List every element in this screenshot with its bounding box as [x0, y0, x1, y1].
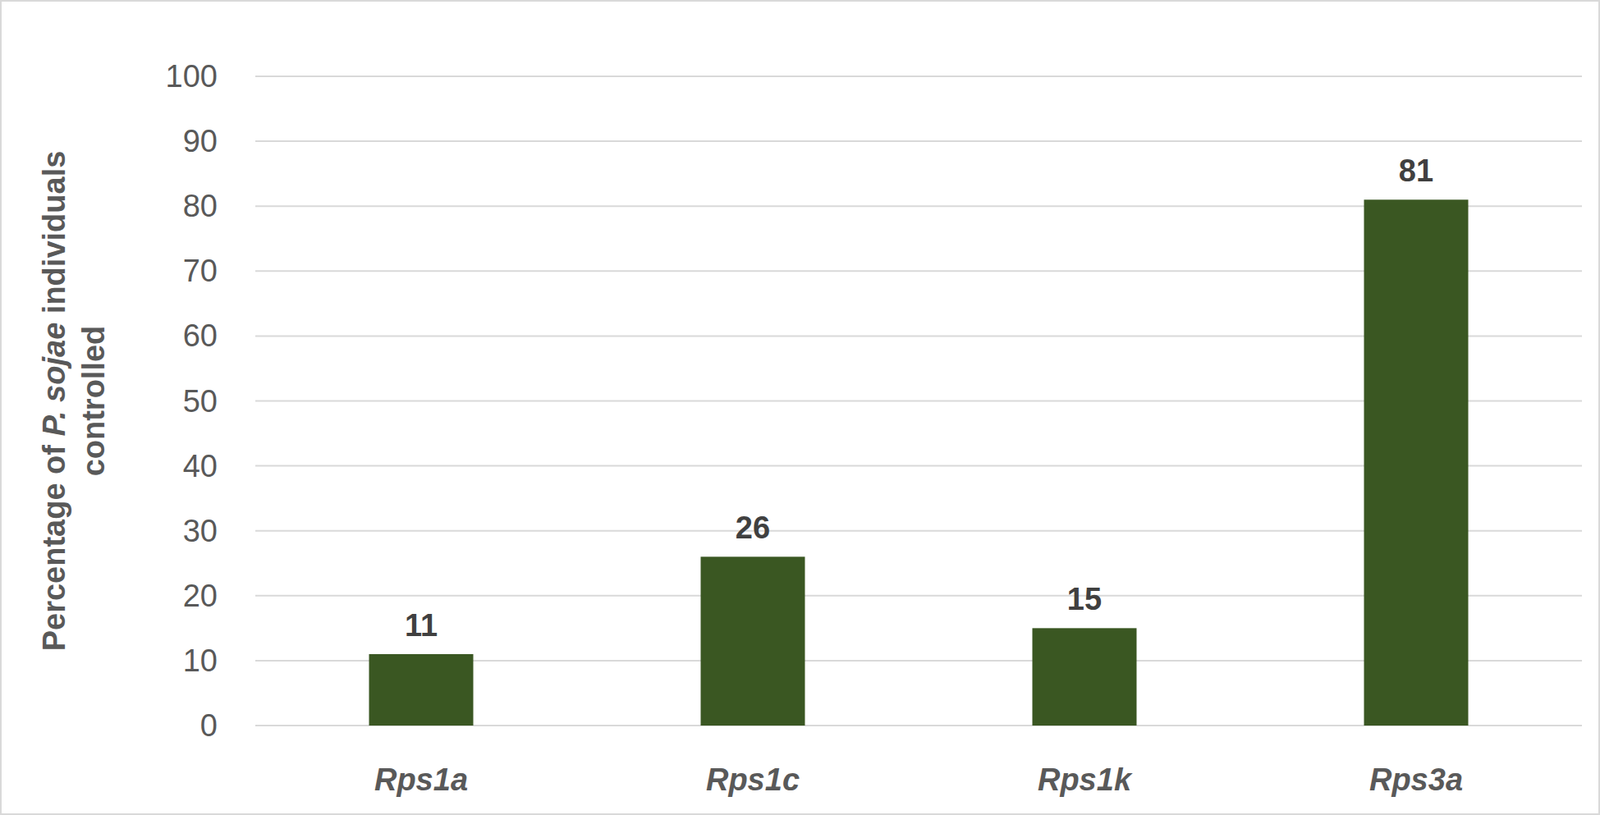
grid-line	[255, 75, 1582, 78]
bar	[1032, 628, 1137, 726]
grid-line	[255, 140, 1582, 143]
y-axis-label-part: Percentage	[36, 482, 72, 652]
y-tick-label: 30	[183, 513, 218, 549]
bar	[1364, 199, 1469, 726]
y-axis-label-part: individuals	[36, 151, 72, 323]
x-tick-label: Rps3a	[1369, 762, 1463, 798]
y-tick-label: 80	[183, 188, 218, 224]
chart-svg: 0 10 20 30 40 50 60 70 80 90 100 11 26 15 81 Rps1a Rps1c…	[0, 0, 1600, 815]
data-label: 81	[1398, 153, 1434, 188]
y-tick-label: 20	[183, 578, 218, 614]
y-axis-label-part: P. sojae	[36, 322, 72, 445]
grid	[255, 76, 1582, 726]
y-tick-label: 50	[183, 384, 218, 419]
data-label: 26	[735, 510, 771, 546]
y-tick-label: 90	[183, 123, 218, 159]
y-tick-label: 70	[183, 253, 218, 289]
y-tick-label: 60	[183, 318, 218, 354]
y-axis-line	[255, 76, 257, 726]
data-label: 15	[1067, 582, 1102, 617]
y-axis-label-part: of	[36, 444, 72, 484]
chart-container: 0 10 20 30 40 50 60 70 80 90 100 11 26 15 81 Rps1a Rps1c…	[0, 0, 1600, 815]
y-axis-label-part: controlled	[76, 325, 111, 477]
x-tick-label: Rps1c	[706, 762, 800, 798]
bars	[369, 199, 1469, 726]
y-tick-label: 40	[183, 449, 218, 484]
bar	[369, 654, 474, 726]
y-tick-label: 0	[200, 708, 218, 743]
chart-frame	[0, 0, 1600, 815]
x-tick-label: Rps1k	[1037, 762, 1133, 798]
data-label: 11	[404, 608, 438, 643]
x-tick-label: Rps1a	[374, 762, 468, 798]
y-axis-label: Percentage of P. sojae individualscontro…	[36, 151, 111, 652]
y-tick-label: 10	[183, 643, 218, 679]
bar	[701, 556, 806, 726]
y-tick-label: 100	[165, 59, 218, 94]
